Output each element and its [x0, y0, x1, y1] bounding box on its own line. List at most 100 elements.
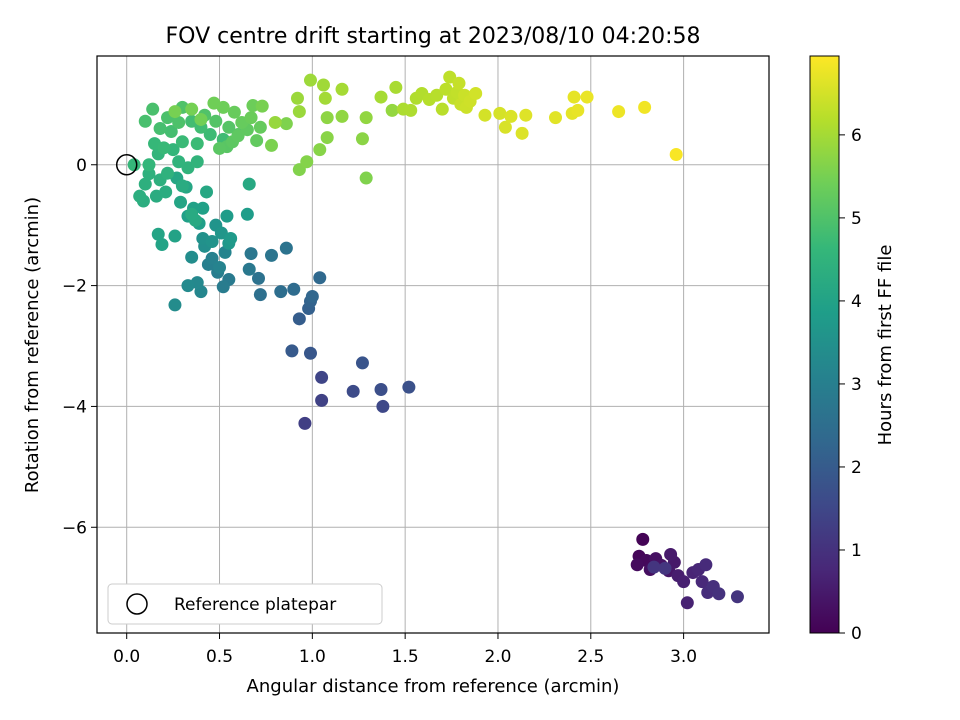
scatter-point: [430, 88, 444, 102]
scatter-point: [255, 99, 269, 113]
scatter-point: [287, 282, 301, 296]
scatter-point: [515, 126, 529, 140]
scatter-point: [213, 260, 227, 274]
scatter-point: [181, 161, 195, 175]
x-tick-label: 0.0: [113, 647, 140, 667]
scatter-point: [292, 312, 306, 326]
scatter-point: [290, 91, 304, 105]
scatter-point: [374, 383, 388, 397]
scatter-point: [155, 238, 169, 252]
scatter-point: [168, 298, 182, 312]
scatter-point: [159, 185, 173, 199]
x-tick-label: 3.0: [670, 647, 697, 667]
scatter-point: [142, 158, 156, 172]
scatter-point: [181, 279, 195, 293]
scatter-point: [580, 90, 594, 104]
scatter-point: [175, 135, 189, 149]
scatter-point: [385, 103, 399, 117]
scatter-point: [242, 177, 256, 191]
scatter-point: [305, 289, 319, 303]
scatter-point: [469, 86, 483, 100]
scatter-point: [174, 195, 188, 209]
scatter-point: [274, 285, 288, 299]
scatter-point: [244, 247, 258, 261]
scatter-point: [264, 138, 278, 152]
plot-frame: [96, 55, 770, 634]
x-tick-label: 1.5: [392, 647, 419, 667]
scatter-point: [355, 132, 369, 146]
scatter-point: [227, 105, 241, 119]
scatter-point: [452, 76, 466, 90]
x-tick-label: 2.5: [577, 647, 604, 667]
scatter-point: [519, 108, 533, 122]
scatter-point: [318, 91, 332, 105]
scatter-point: [402, 380, 416, 394]
scatter-point: [612, 105, 626, 119]
scatter-point: [138, 177, 152, 191]
scatter-point: [320, 131, 334, 145]
colorbar-label: Hours from first FF file: [875, 245, 896, 446]
scatter-point: [567, 90, 581, 104]
reference-platepar-marker: [115, 154, 138, 176]
scatter-point: [279, 117, 293, 131]
scatter-point: [196, 201, 210, 215]
scatter-point: [313, 271, 327, 285]
scatter-point: [315, 393, 329, 407]
scatter-point: [209, 114, 223, 128]
scatter-point: [504, 109, 518, 123]
colorbar-tick-label: 5: [851, 209, 862, 229]
scatter-point: [164, 125, 178, 139]
scatter-point: [316, 78, 330, 92]
scatter-point: [647, 560, 661, 574]
scatter-point: [549, 111, 563, 125]
scatter-point: [669, 147, 683, 161]
scatter-point: [571, 103, 585, 117]
colorbar-tick-label: 0: [851, 624, 862, 644]
scatter-point: [153, 122, 167, 136]
scatter-point: [636, 532, 650, 546]
scatter-point: [443, 70, 457, 84]
x-tick-label: 1.0: [299, 647, 326, 667]
scatter-point: [677, 575, 691, 589]
scatter-point: [313, 143, 327, 157]
scatter-point: [315, 370, 329, 384]
scatter-point: [346, 384, 360, 398]
scatter-point: [374, 90, 388, 104]
scatter-point: [213, 141, 227, 155]
scatter-point: [200, 185, 214, 199]
y-tick-label: −2: [62, 277, 87, 297]
y-tick-label: −6: [62, 518, 87, 538]
scatter-point: [203, 128, 217, 142]
scatter-point: [355, 356, 369, 370]
legend-box: [107, 583, 383, 625]
legend-label: Reference platepar: [174, 595, 336, 615]
scatter-point: [133, 189, 147, 203]
scatter-point: [303, 73, 317, 87]
scatter-point: [175, 179, 189, 193]
scatter-point: [359, 111, 373, 125]
scatter-point: [730, 590, 744, 604]
x-tick-label: 0.5: [206, 647, 233, 667]
scatter-point: [664, 547, 678, 561]
scatter-point: [335, 82, 349, 96]
scatter-point: [712, 587, 726, 601]
scatter-point: [320, 111, 334, 125]
scatter-point: [242, 262, 256, 276]
scatter-point: [240, 207, 254, 221]
scatter-point: [205, 234, 219, 248]
scatter-point: [231, 129, 245, 143]
scatter-point: [194, 112, 208, 126]
scatter-point: [157, 141, 171, 155]
scatter-point: [253, 288, 267, 302]
y-axis-label: Rotation from reference (arcmin): [22, 197, 43, 493]
scatter-point: [264, 248, 278, 262]
scatter-point: [253, 120, 267, 134]
colorbar: [809, 55, 840, 634]
legend-marker: [126, 593, 148, 615]
scatter-point: [252, 271, 266, 285]
scatter-point: [285, 344, 299, 358]
scatter-point: [151, 227, 165, 241]
scatter-point: [279, 241, 293, 255]
colorbar-tick-label: 4: [851, 292, 862, 312]
